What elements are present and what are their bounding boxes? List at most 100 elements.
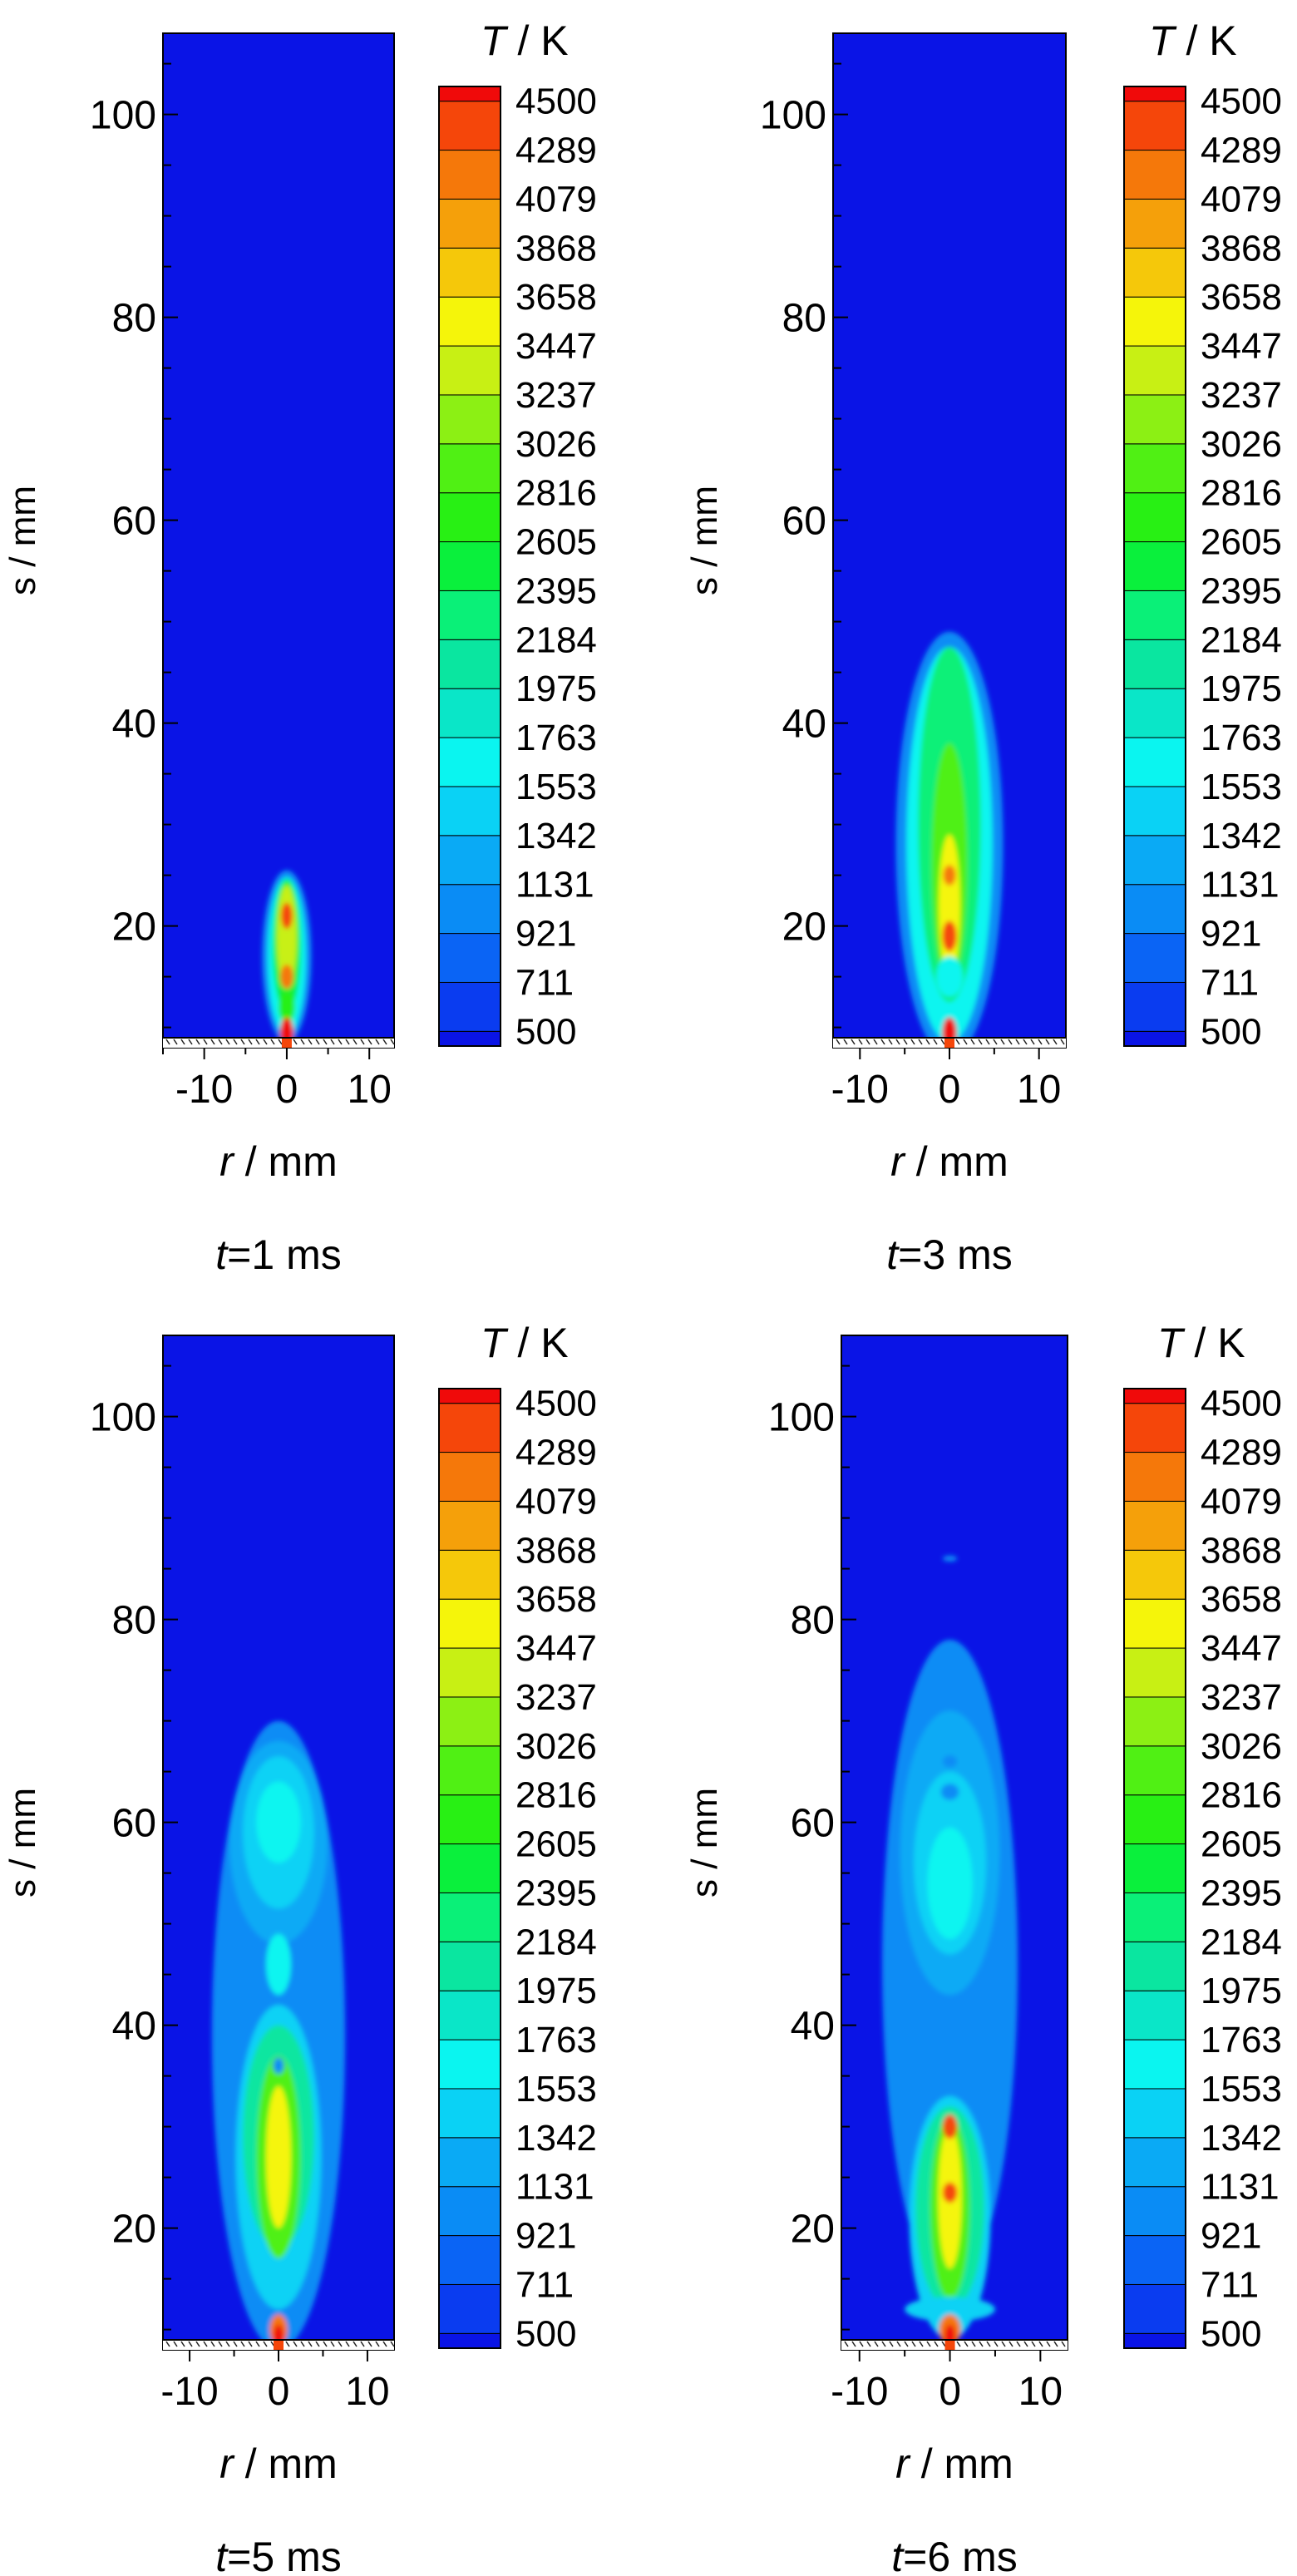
wall-hatch: [910, 1039, 915, 1045]
colorbar-label: 3868: [1201, 1530, 1282, 1571]
colorbar-segment: [1123, 345, 1186, 396]
temperature-field: [211, 1720, 346, 2350]
colorbar-label: 3447: [1201, 326, 1282, 367]
x-tick-label: -10: [831, 1068, 889, 1112]
wall-hatch: [173, 1039, 178, 1045]
wall-hatch: [180, 1039, 185, 1045]
x-tick-label: 10: [348, 1068, 392, 1112]
colorbar-segment: [438, 933, 501, 983]
wall-hatch: [390, 2341, 395, 2347]
colorbar-segment: [438, 1549, 501, 1600]
wall-hatch: [240, 1039, 245, 1045]
colorbar-segment: [438, 981, 501, 1032]
wall-hatch: [210, 1039, 215, 1045]
y-axis: 20 40 60 80 100: [760, 62, 848, 1029]
wall-hatch: [330, 1039, 335, 1045]
y-axis-label: s / mm: [684, 1788, 725, 1897]
colorbar-segment: [1123, 639, 1186, 689]
wall-hatch: [188, 2341, 193, 2347]
colorbar-label: 711: [515, 2264, 574, 2305]
x-axis: -10 0 10: [831, 1048, 1061, 1112]
wall-hatch: [1008, 1039, 1013, 1045]
colorbar-segment: [438, 101, 501, 151]
colorbar-label: 2816: [515, 1775, 597, 1816]
colorbar-title: T / K: [1149, 17, 1237, 64]
colorbar-label: 4289: [515, 131, 597, 171]
x-tick-label: 10: [345, 2370, 389, 2414]
temperature-contour: [266, 2085, 291, 2228]
colorbar-frame: [438, 86, 501, 1047]
wall-hatch: [315, 1039, 320, 1045]
colorbar-label: 1975: [515, 669, 597, 709]
wall-hatch: [180, 2341, 185, 2347]
colorbar-label: 1131: [1201, 2167, 1280, 2208]
colorbar-label: 3447: [515, 1628, 597, 1669]
colorbar: 500 711 921 1131 1342 1553 1763 1975 2184 2395 260…: [438, 1320, 597, 2354]
colorbar-segment: [438, 1892, 501, 1942]
colorbar-segment: [438, 2137, 501, 2188]
wall-hatch: [375, 1039, 380, 1045]
x-tick-label: 10: [1018, 2370, 1063, 2414]
colorbar-segment: [438, 786, 501, 836]
wall-hatch: [263, 2341, 268, 2347]
wall-hatch: [225, 1039, 230, 1045]
colorbar-segment: [1123, 2186, 1186, 2237]
colorbar-segment: [438, 492, 501, 543]
panel-caption: t=1 ms: [215, 1231, 341, 1278]
wall-hatch: [986, 2341, 991, 2347]
wall-hatch: [1046, 2341, 1051, 2347]
wall-hatch: [888, 1039, 893, 1045]
wall-hatch: [859, 2341, 864, 2347]
wall-hatch: [285, 2341, 290, 2347]
colorbar-segment: [438, 1745, 501, 1796]
colorbar-segment: [438, 1696, 501, 1747]
y-tick-label: 20: [112, 906, 156, 950]
nozzle-outlet: [944, 2340, 955, 2350]
y-tick-label: 60: [112, 1802, 156, 1846]
wall-hatch: [941, 2341, 946, 2347]
wall-hatch: [1015, 1039, 1020, 1045]
colorbar-labels: 500 711 921 1131 1342 1553 1763 1975 2184 2395 260…: [1201, 1384, 1282, 2355]
x-axis-label: r / mm: [219, 1138, 338, 1185]
wall-hatch: [956, 2341, 961, 2347]
colorbar-label: 711: [1201, 962, 1259, 1003]
wall-hatch: [970, 1039, 975, 1045]
wall-hatch: [165, 2341, 170, 2347]
wall-hatch: [1053, 2341, 1058, 2347]
colorbar-segment: [438, 2235, 501, 2285]
colorbar-segment: [438, 1388, 501, 1404]
wall-hatch: [1038, 2341, 1043, 2347]
colorbar-segment: [1123, 247, 1186, 298]
wall-hatch: [1001, 2341, 1006, 2347]
colorbar-segment: [438, 688, 501, 738]
colorbar-label: 921: [515, 914, 576, 955]
temperature-contour: [942, 2182, 958, 2203]
colorbar-label: 3447: [515, 326, 597, 367]
colorbar-segment: [438, 639, 501, 689]
colorbar-segment: [1123, 688, 1186, 738]
colorbar-label: 2395: [1201, 1873, 1282, 1913]
colorbar-segment: [438, 1843, 501, 1893]
y-tick-label: 100: [760, 94, 826, 138]
wall-hatch: [195, 1039, 200, 1045]
colorbar-label: 2395: [515, 1873, 597, 1913]
wall-hatch: [881, 2341, 886, 2347]
wall-hatch: [873, 1039, 878, 1045]
panel-caption: t=3 ms: [886, 1231, 1012, 1278]
wall-hatch: [971, 2341, 976, 2347]
colorbar-frame: [1123, 86, 1186, 1047]
wall-hatch: [293, 1039, 298, 1045]
colorbar-segment: [1123, 1500, 1186, 1551]
wall-hatch: [963, 1039, 968, 1045]
colorbar-label: 3868: [515, 1530, 597, 1571]
wall-hatch: [874, 2341, 879, 2347]
temperature-contour: [942, 1755, 958, 1768]
wall-hatch: [345, 1039, 350, 1045]
colorbar-segment: [1123, 2137, 1186, 2188]
wall-hatch: [843, 1039, 848, 1045]
colorbar-segment: [1123, 1403, 1186, 1453]
nozzle-outlet: [274, 2340, 284, 2350]
colorbar-segment: [1123, 2235, 1186, 2285]
